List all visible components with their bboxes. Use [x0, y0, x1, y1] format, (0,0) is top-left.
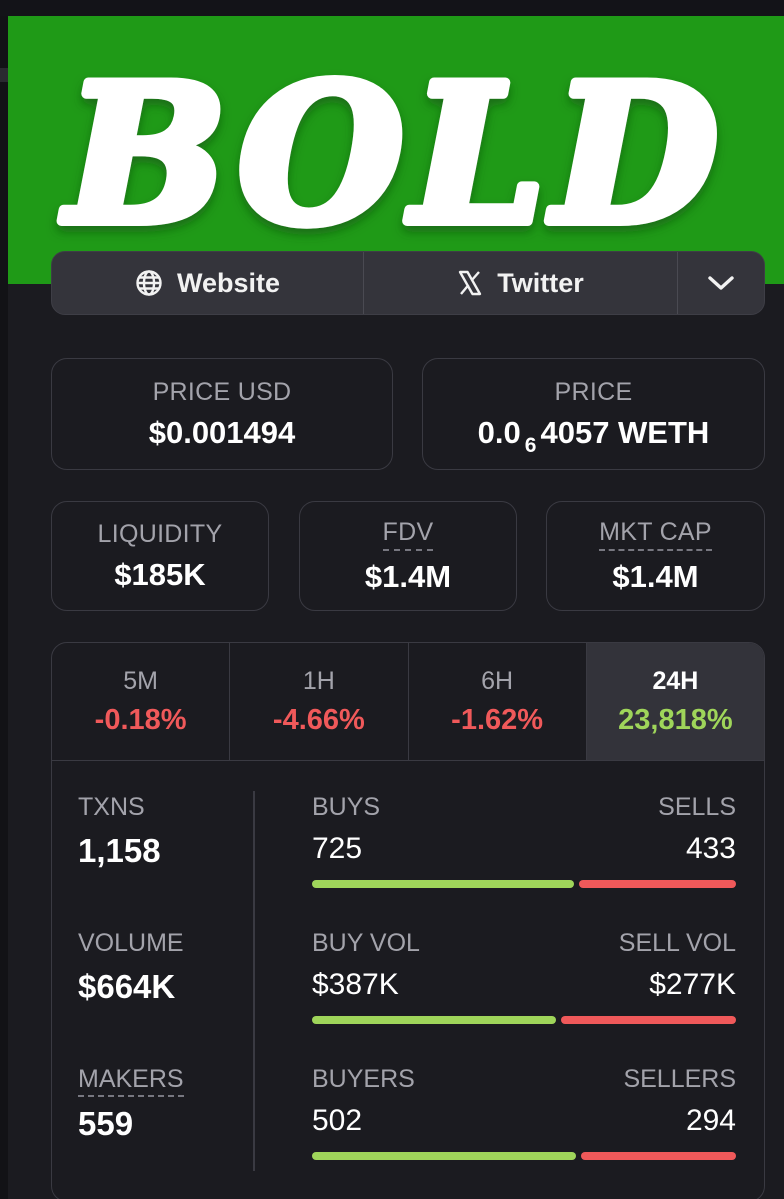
tab-change: -1.62% [451, 703, 544, 736]
buy-vol-bar [312, 1016, 556, 1024]
sells-bar [579, 880, 736, 888]
buyers-bar [312, 1152, 576, 1160]
chevron-down-icon [707, 274, 735, 292]
buy-vol-label: BUY VOL [312, 929, 420, 957]
price-usd-card: PRICE USD $0.001494 [51, 358, 393, 470]
price-weth-value: 0.0 6 4057 WETH [477, 414, 710, 457]
volume-total: VOLUME $664K [78, 929, 184, 1006]
buys-value: 725 [312, 832, 363, 865]
tab-1h[interactable]: 1H -4.66% [230, 643, 409, 760]
txns-ratio-bar [312, 880, 736, 888]
mkt-cap-label[interactable]: MKT CAP [599, 518, 712, 551]
bold-logo: BOLD [56, 38, 726, 271]
price-weth-card: PRICE 0.0 6 4057 WETH [422, 358, 765, 470]
sells-value: 433 [685, 832, 736, 865]
txns-total: TXNS 1,158 [78, 793, 161, 870]
tab-change: 23,818% [618, 703, 733, 736]
sellers-label: SELLERS [623, 1065, 736, 1093]
makers-label[interactable]: MAKERS [78, 1065, 184, 1097]
volume-ratio-bar [312, 1016, 736, 1024]
timeframe-tabs: 5M -0.18% 1H -4.66% 6H -1.62% 24H 23,818… [52, 643, 764, 761]
liquidity-value: $185K [114, 556, 206, 592]
price-prefix: 0.0 [477, 414, 521, 450]
sell-vol-label: SELL VOL [618, 929, 736, 957]
price-label: PRICE [554, 377, 633, 406]
mkt-cap-value: $1.4M [612, 558, 699, 594]
twitter-label: Twitter [497, 267, 584, 298]
tab-label: 6H [481, 666, 514, 695]
website-button[interactable]: Website [52, 252, 364, 314]
token-banner: BOLD [8, 16, 784, 284]
social-links-bar: Website Twitter [51, 251, 765, 315]
price-usd-label: PRICE USD [152, 377, 292, 406]
sells-label: SELLS [658, 793, 736, 821]
window-edge [0, 16, 8, 1199]
makers-ratio-bar [312, 1152, 736, 1160]
liquidity-label: LIQUIDITY [97, 519, 223, 548]
tab-label: 1H [302, 666, 335, 695]
twitter-button[interactable]: Twitter [364, 252, 678, 314]
buyers-value: 502 [312, 1104, 363, 1137]
makers-split: BUYERS SELLERS 502 294 [312, 1065, 736, 1160]
txns-value: 1,158 [78, 832, 161, 869]
globe-icon [135, 269, 163, 297]
tab-label: 24H [652, 666, 699, 695]
top-strip [0, 0, 784, 16]
tab-change: -0.18% [94, 703, 187, 736]
volume-split: BUY VOL SELL VOL $387K $277K [312, 929, 736, 1024]
fdv-value: $1.4M [364, 558, 452, 594]
makers-total[interactable]: MAKERS 559 [78, 1065, 184, 1143]
website-label: Website [176, 267, 281, 298]
tab-change: -4.66% [272, 703, 365, 736]
sellers-bar [581, 1152, 736, 1160]
column-divider [253, 791, 255, 1171]
fdv-card[interactable]: FDV $1.4M [299, 501, 517, 611]
tab-6h[interactable]: 6H -1.62% [409, 643, 587, 760]
more-links-button[interactable] [678, 252, 764, 314]
sell-vol-bar [561, 1016, 736, 1024]
txns-label: TXNS [78, 793, 145, 821]
tab-5m[interactable]: 5M -0.18% [52, 643, 231, 760]
txns-split: BUYS SELLS 725 433 [312, 793, 736, 888]
tab-24h[interactable]: 24H 23,818% [586, 643, 764, 760]
sell-vol-value: $277K [649, 968, 736, 1001]
buy-vol-value: $387K [312, 968, 399, 1001]
makers-value: 559 [78, 1105, 134, 1142]
price-suffix: 4057 WETH [540, 414, 710, 450]
tab-label: 5M [123, 666, 158, 695]
price-subscript: 6 [524, 433, 537, 457]
fdv-label[interactable]: FDV [382, 518, 434, 551]
price-usd-value: $0.001494 [148, 414, 296, 450]
volume-label: VOLUME [78, 929, 184, 957]
buyers-label: BUYERS [312, 1065, 415, 1093]
logo-text: BOLD [61, 43, 726, 266]
sellers-value: 294 [685, 1104, 736, 1137]
mkt-cap-card[interactable]: MKT CAP $1.4M [546, 501, 765, 611]
buys-bar [312, 880, 574, 888]
liquidity-card: LIQUIDITY $185K [51, 501, 269, 611]
buys-label: BUYS [312, 793, 381, 821]
volume-value: $664K [78, 968, 176, 1005]
x-logo-icon [457, 270, 483, 296]
edge-notch [0, 68, 8, 82]
stats-panel: 5M -0.18% 1H -4.66% 6H -1.62% 24H 23,818… [51, 642, 765, 1199]
